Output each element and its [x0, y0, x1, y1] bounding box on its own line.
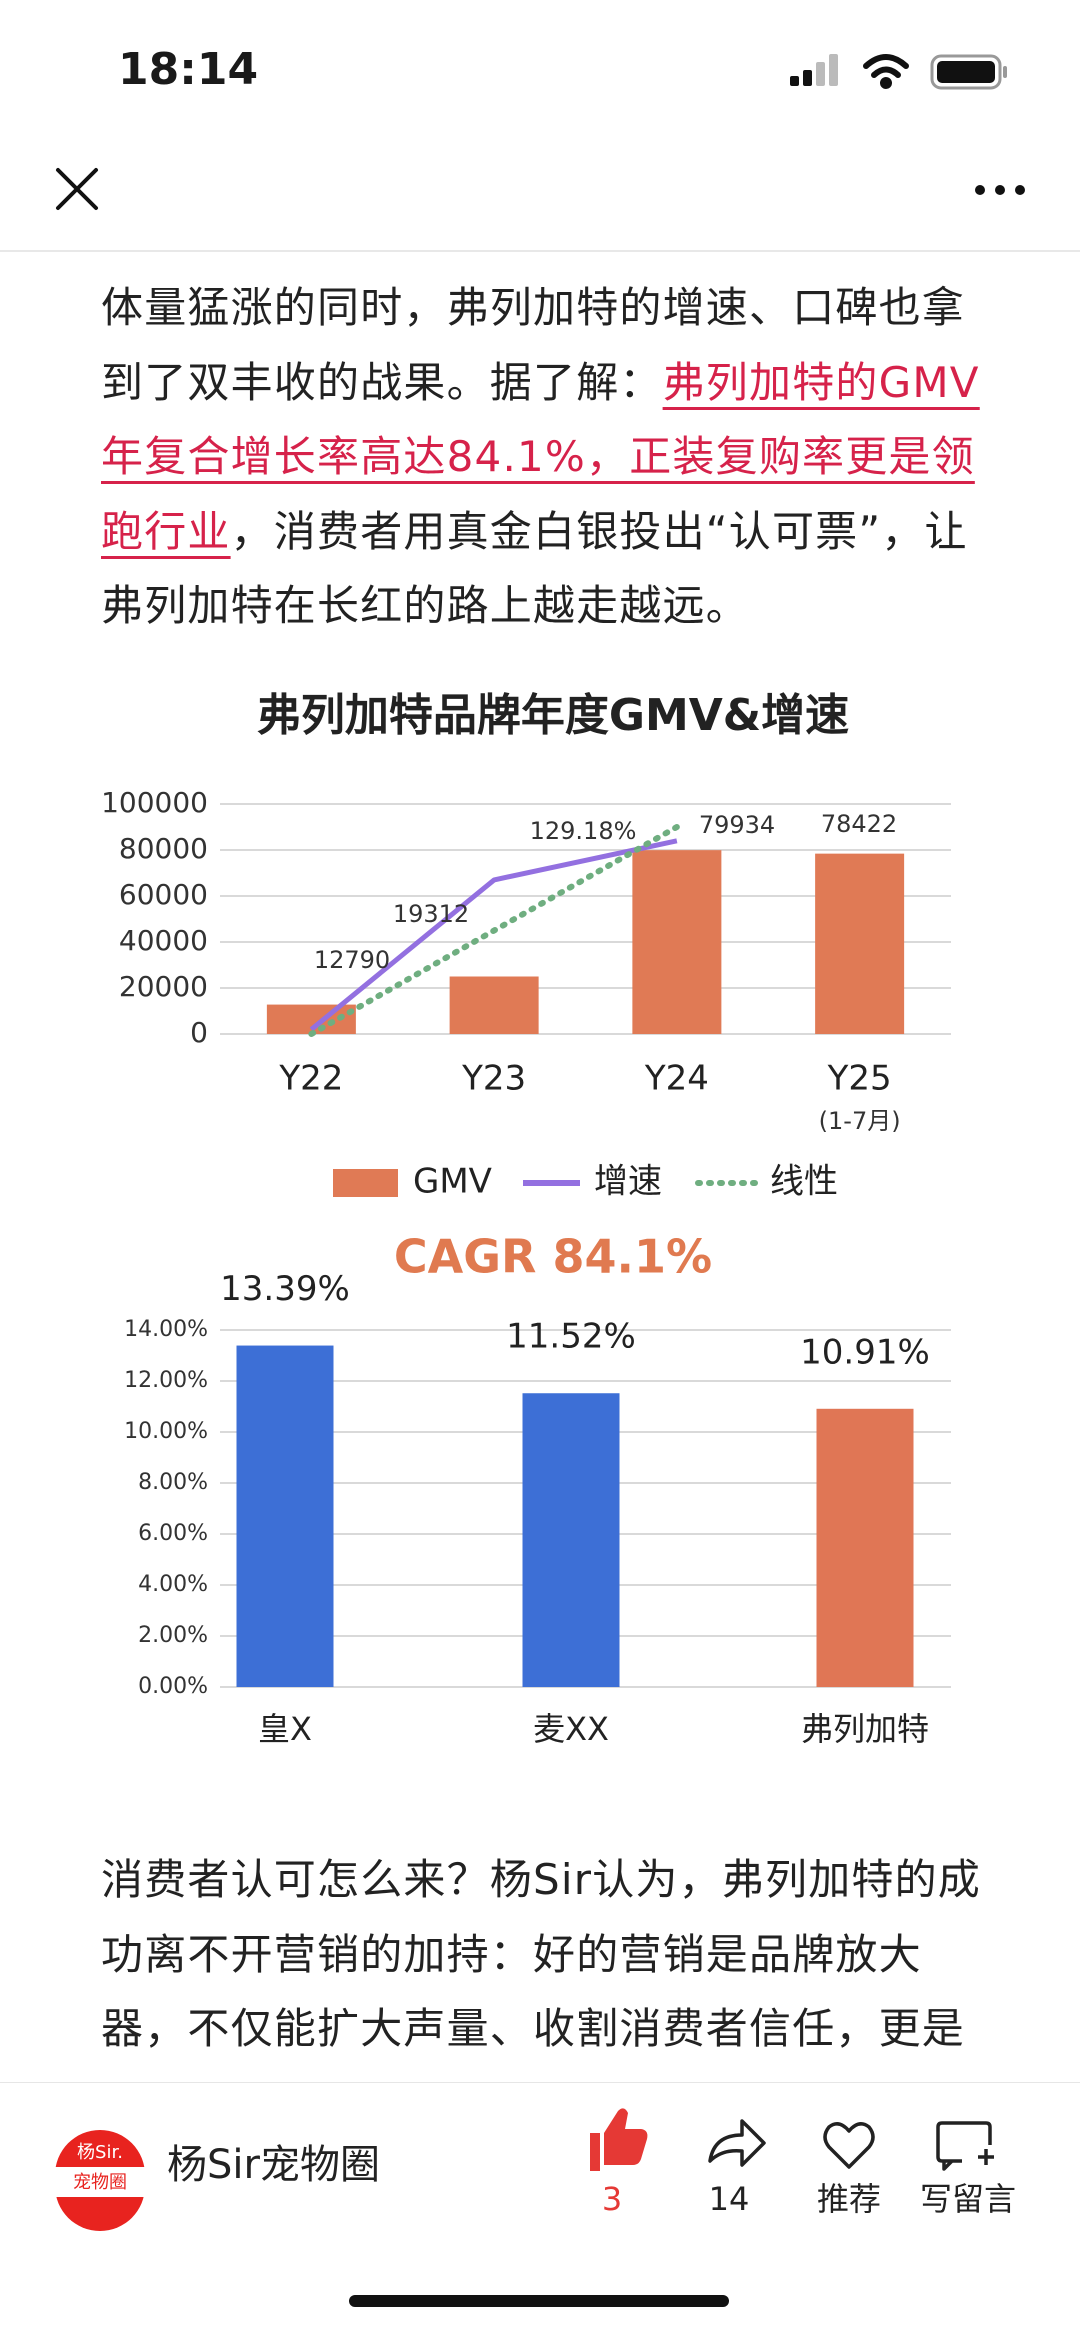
y-tick-label: 12.00%	[124, 1368, 208, 1393]
legend-label: 增速	[594, 1162, 662, 1202]
share-button[interactable]: 14	[708, 2119, 766, 2218]
battery-icon	[930, 54, 1007, 90]
bar	[815, 853, 905, 1034]
bar	[449, 976, 539, 1034]
y-tick-label: 80000	[119, 832, 208, 865]
logo-text: 宠物圈	[73, 2172, 127, 2193]
signal-icon	[790, 54, 838, 86]
like-count: 3	[602, 2180, 622, 2218]
logo-text: 杨Sir.	[77, 2142, 123, 2163]
data-label: 12790	[314, 946, 390, 974]
y-tick-label: 8.00%	[138, 1470, 208, 1495]
x-tick-label: Y23	[461, 1059, 526, 1099]
account-logo[interactable]: 杨Sir. 宠物圈	[55, 2130, 145, 2231]
y-tick-label: 0.00%	[138, 1674, 208, 1699]
bar	[522, 1393, 620, 1687]
y-tick-label: 2.00%	[138, 1623, 208, 1648]
data-label: 11.52%	[506, 1317, 636, 1357]
recommend-label: 推荐	[817, 2180, 881, 2218]
x-tick-label: 弗列加特	[801, 1710, 929, 1748]
x-tick-label: Y24	[644, 1059, 709, 1099]
text: ，消费者用真金白银投出“认可票”，让弗列加特在长红的路上越走越远。	[101, 506, 968, 631]
charts: 弗列加特品牌年度GMV&增速 0 20000 40000 60000 80000 10000…	[101, 690, 951, 1748]
y-tick-label: 100000	[101, 786, 208, 819]
bar	[632, 850, 722, 1034]
bar	[816, 1408, 914, 1687]
data-label: 79934	[699, 811, 775, 839]
data-label: 129.18%	[530, 817, 637, 845]
data-label: 13.39%	[220, 1269, 350, 1309]
y-tick-label: 20000	[119, 970, 208, 1003]
x-tick-label: Y25	[827, 1059, 892, 1099]
comment-button[interactable]: 写留言	[920, 2121, 1016, 2218]
text: 体量猛涨的同时，弗列加特的增速、口碑也拿到了双丰收的战果。据了解：	[101, 283, 966, 407]
highlight-text: 弗列加特的GMV年复合增长率高达84.1%，正装复购率更是领跑行业	[101, 357, 980, 556]
y-tick-label: 0	[190, 1016, 208, 1049]
legend-label: 线性	[770, 1162, 838, 1202]
close-button[interactable]	[56, 168, 98, 210]
x-tick-label: Y22	[278, 1059, 343, 1099]
y-tick-label: 14.00%	[124, 1317, 208, 1342]
y-tick-label: 40000	[119, 924, 208, 957]
x-note: (1-7月)	[819, 1107, 901, 1135]
bar	[236, 1345, 334, 1687]
legend-swatch	[333, 1169, 398, 1197]
recommend-button[interactable]: 推荐	[817, 2122, 881, 2218]
x-tick-label: 皇X	[258, 1710, 312, 1748]
chart-title: 弗列加特品牌年度GMV&增速	[257, 690, 849, 741]
y-tick-label: 10.00%	[124, 1419, 208, 1444]
legend-label: GMV	[413, 1162, 492, 1202]
chart-title: CAGR 84.1%	[394, 1230, 712, 1284]
y-tick-label: 6.00%	[138, 1521, 208, 1546]
y-tick-label: 4.00%	[138, 1572, 208, 1597]
footer: 杨Sir. 宠物圈 杨Sir宠物圈 3 14 推荐 写留言	[0, 2082, 1080, 2338]
account-name[interactable]: 杨Sir宠物圈	[167, 2142, 380, 2188]
paragraph: 体量猛涨的同时，弗列加特的增速、口碑也拿到了双丰收的战果。据了解：弗列加特的GM…	[101, 271, 981, 644]
home-indicator	[349, 2295, 729, 2307]
data-label: 78422	[821, 810, 897, 838]
like-button[interactable]: 3	[590, 2108, 648, 2218]
share-count: 14	[709, 2180, 750, 2218]
wifi-icon	[863, 54, 909, 89]
x-tick-label: 麦XX	[533, 1710, 609, 1748]
data-label: 10.91%	[800, 1332, 930, 1372]
data-label: 19312	[393, 900, 469, 928]
comment-label: 写留言	[920, 2180, 1016, 2218]
line-series	[308, 824, 680, 1037]
status-time: 18:14	[118, 44, 259, 95]
footer-bar: 杨Sir. 宠物圈 杨Sir宠物圈 3 14 推荐 写留言	[55, 2108, 1016, 2307]
top-bar	[0, 54, 1080, 252]
line-series	[309, 838, 678, 1032]
y-tick-label: 60000	[119, 878, 208, 911]
more-button[interactable]	[975, 185, 1025, 195]
paragraph: 消费者认可怎么来？杨Sir认为，弗列加特的成功离不开营销的加持：好的营销是品牌放…	[101, 1855, 981, 2053]
